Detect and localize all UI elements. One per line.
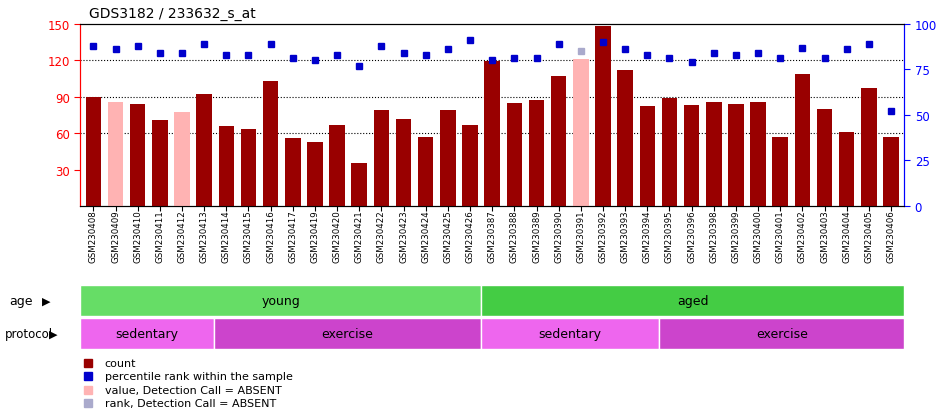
Text: exercise: exercise xyxy=(321,327,373,340)
Bar xyxy=(351,164,367,206)
Bar xyxy=(481,318,659,349)
Bar xyxy=(659,318,904,349)
Bar xyxy=(107,102,123,206)
Text: count: count xyxy=(105,358,137,368)
Text: value, Detection Call = ABSENT: value, Detection Call = ABSENT xyxy=(105,385,282,395)
Bar xyxy=(684,106,699,206)
Bar xyxy=(463,125,478,206)
Text: GSM230424: GSM230424 xyxy=(421,210,430,263)
Text: GSM230403: GSM230403 xyxy=(820,210,829,263)
Bar xyxy=(396,119,412,206)
Text: GSM230393: GSM230393 xyxy=(621,210,629,263)
Text: GSM230408: GSM230408 xyxy=(89,210,98,263)
Text: GSM230419: GSM230419 xyxy=(311,210,319,263)
Text: GSM230423: GSM230423 xyxy=(399,210,408,263)
Bar xyxy=(152,121,168,206)
Bar xyxy=(661,99,677,206)
Bar xyxy=(418,138,433,206)
Text: sedentary: sedentary xyxy=(539,327,602,340)
Text: GSM230411: GSM230411 xyxy=(155,210,164,263)
Text: GSM230422: GSM230422 xyxy=(377,210,386,263)
Bar xyxy=(507,104,522,206)
Bar xyxy=(595,27,610,206)
Text: GSM230416: GSM230416 xyxy=(267,210,275,263)
Text: GSM230390: GSM230390 xyxy=(554,210,563,263)
Text: GSM230426: GSM230426 xyxy=(465,210,475,263)
Text: age: age xyxy=(9,294,33,307)
Text: GSM230396: GSM230396 xyxy=(687,210,696,263)
Text: young: young xyxy=(261,294,300,307)
Text: aged: aged xyxy=(677,294,708,307)
Bar xyxy=(884,138,899,206)
Text: GSM230388: GSM230388 xyxy=(510,210,519,263)
Bar xyxy=(839,133,854,206)
Text: GSM230409: GSM230409 xyxy=(111,210,120,263)
Bar xyxy=(440,111,456,206)
Text: GSM230394: GSM230394 xyxy=(642,210,652,263)
Text: GSM230415: GSM230415 xyxy=(244,210,253,263)
Bar xyxy=(285,139,300,206)
Bar xyxy=(80,318,214,349)
Bar xyxy=(196,95,212,206)
Bar xyxy=(174,113,189,206)
Text: GSM230404: GSM230404 xyxy=(842,210,852,263)
Bar xyxy=(219,126,234,206)
Text: GSM230417: GSM230417 xyxy=(288,210,298,263)
Bar xyxy=(374,111,389,206)
Bar xyxy=(241,130,256,206)
Bar xyxy=(795,74,810,206)
Text: GDS3182 / 233632_s_at: GDS3182 / 233632_s_at xyxy=(89,7,256,21)
Text: GSM230421: GSM230421 xyxy=(355,210,364,263)
Bar xyxy=(706,102,722,206)
Text: GSM230401: GSM230401 xyxy=(776,210,785,263)
Text: GSM230395: GSM230395 xyxy=(665,210,674,263)
Text: rank, Detection Call = ABSENT: rank, Detection Call = ABSENT xyxy=(105,398,276,408)
Bar xyxy=(481,285,904,316)
Text: GSM230399: GSM230399 xyxy=(731,210,740,263)
Bar xyxy=(617,71,633,206)
Text: GSM230413: GSM230413 xyxy=(200,210,208,263)
Text: GSM230400: GSM230400 xyxy=(754,210,763,263)
Text: sedentary: sedentary xyxy=(116,327,178,340)
Bar xyxy=(263,82,279,206)
Text: exercise: exercise xyxy=(755,327,807,340)
Bar xyxy=(528,101,544,206)
Text: GSM230412: GSM230412 xyxy=(177,210,187,263)
Text: GSM230392: GSM230392 xyxy=(598,210,608,263)
Text: percentile rank within the sample: percentile rank within the sample xyxy=(105,371,293,381)
Text: GSM230425: GSM230425 xyxy=(444,210,452,263)
Bar xyxy=(130,105,145,206)
Text: GSM230387: GSM230387 xyxy=(488,210,496,263)
Bar xyxy=(551,77,566,206)
Bar xyxy=(307,142,323,206)
Text: GSM230406: GSM230406 xyxy=(886,210,896,263)
Text: protocol: protocol xyxy=(5,327,53,340)
Text: GSM230398: GSM230398 xyxy=(709,210,718,263)
Text: GSM230410: GSM230410 xyxy=(133,210,142,263)
Bar xyxy=(751,102,766,206)
Bar xyxy=(640,107,655,206)
Bar xyxy=(817,109,833,206)
Text: ▶: ▶ xyxy=(49,328,57,339)
Bar xyxy=(86,97,101,206)
Bar xyxy=(80,285,481,316)
Bar xyxy=(214,318,481,349)
Text: GSM230420: GSM230420 xyxy=(333,210,342,263)
Bar xyxy=(772,138,788,206)
Text: GSM230414: GSM230414 xyxy=(221,210,231,263)
Text: GSM230389: GSM230389 xyxy=(532,210,541,263)
Text: GSM230391: GSM230391 xyxy=(577,210,585,263)
Bar xyxy=(861,89,877,206)
Text: GSM230402: GSM230402 xyxy=(798,210,807,263)
Bar xyxy=(728,105,743,206)
Text: ▶: ▶ xyxy=(42,295,51,306)
Bar xyxy=(573,60,589,206)
Bar xyxy=(484,62,500,206)
Text: GSM230405: GSM230405 xyxy=(865,210,873,263)
Bar xyxy=(330,125,345,206)
